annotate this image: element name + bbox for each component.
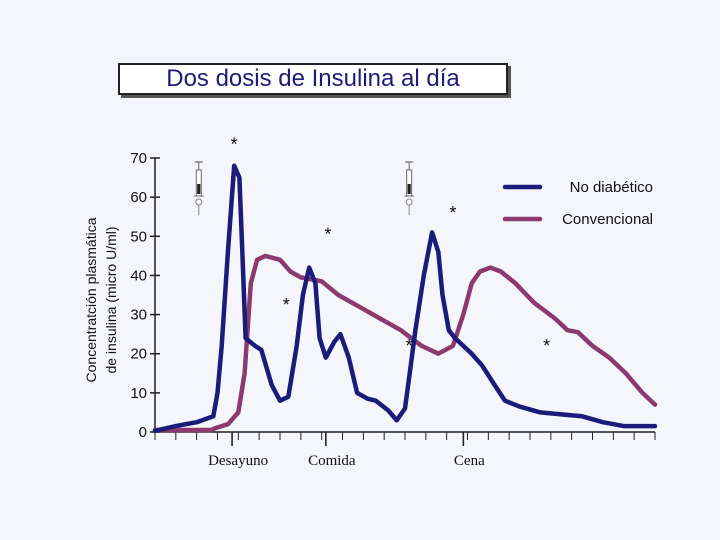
significance-asterisk: *: [449, 203, 456, 223]
legend-label: Convencional: [562, 211, 653, 228]
y-axis-label: Concentratción plasmática de insulina (m…: [83, 217, 119, 382]
significance-asterisk: *: [231, 134, 238, 154]
y-axis-label-line1: Concentratción plasmática: [83, 217, 99, 382]
chart-title: Dos dosis de Insulina al día: [166, 65, 460, 92]
significance-asterisk: *: [283, 295, 290, 315]
series-line: [152, 253, 658, 433]
annotations: * * * * * *: [193, 134, 550, 356]
legend-label: No diabético: [570, 179, 653, 196]
syringe-hub: [195, 198, 203, 206]
y-tick-label: 20: [130, 346, 147, 363]
y-tick-label: 60: [130, 189, 147, 206]
meal-label: Desayuno: [208, 453, 268, 469]
y-tick-label: 30: [130, 307, 147, 324]
significance-asterisk: *: [324, 224, 331, 244]
series-line: [152, 163, 658, 434]
syringe-fluid: [197, 184, 201, 194]
y-tick-label: 50: [130, 228, 147, 245]
chart-title-box: Dos dosis de Insulina al día: [118, 63, 508, 95]
syringe-icon: [193, 161, 204, 215]
y-axis-label-line2: de insulina (micro U/ml): [103, 226, 119, 373]
series-group: [152, 163, 658, 434]
y-tick-label: 0: [139, 424, 147, 441]
legend: No diabético Convencional: [502, 179, 653, 228]
y-tick-label: 70: [130, 150, 147, 167]
syringe-fluid: [407, 184, 411, 194]
meal-label: Cena: [454, 453, 485, 469]
syringe-hub: [405, 198, 413, 206]
significance-asterisk: *: [543, 336, 550, 356]
meal-label: Comida: [308, 453, 356, 469]
y-tick-label: 40: [130, 267, 147, 284]
axes: 0 10 20 30 40 50 60 70 Desayuno Comida Cena: [130, 150, 656, 469]
syringe-icon: [404, 161, 415, 215]
significance-asterisk: *: [406, 336, 413, 356]
y-tick-label: 10: [130, 385, 147, 402]
